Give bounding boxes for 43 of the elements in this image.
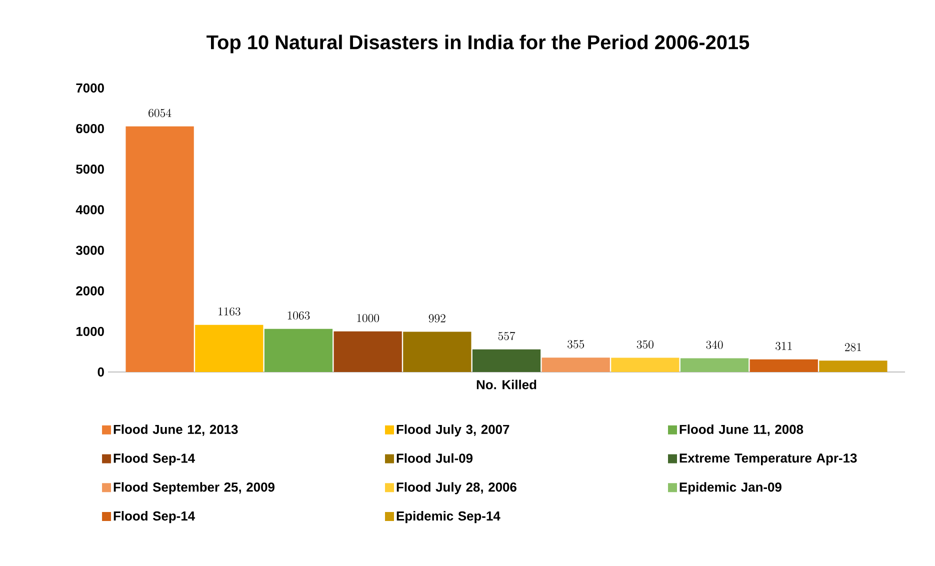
y-tick-label: 5000 xyxy=(76,164,104,174)
data-label: 1163 xyxy=(218,307,240,316)
legend-label: Flood Sep-14 xyxy=(114,511,195,524)
legend-label: Epidemic Jan-09 xyxy=(680,482,782,494)
data-label: 557 xyxy=(498,332,516,340)
data-label: 340 xyxy=(706,340,723,349)
y-tick-label: 7000 xyxy=(76,83,104,93)
legend-label: Flood Sep-14 xyxy=(114,453,195,466)
bar xyxy=(542,358,610,372)
data-label: 350 xyxy=(636,340,654,349)
bar xyxy=(264,328,333,372)
data-label: 6054 xyxy=(148,108,172,118)
y-tick-label: 1000 xyxy=(76,326,104,336)
legend-label: Flood September 25, 2009 xyxy=(114,482,274,494)
data-label: 311 xyxy=(776,342,792,350)
legend-label: Epidemic Sep-14 xyxy=(396,511,500,524)
data-label: 281 xyxy=(845,343,862,352)
legend-label: Flood Jul-09 xyxy=(396,453,473,463)
data-label: 992 xyxy=(428,314,446,322)
legend-label: Flood July 28, 2006 xyxy=(396,482,516,494)
data-label: 1000 xyxy=(357,314,380,322)
bar xyxy=(819,360,888,372)
bar xyxy=(472,349,541,372)
bar xyxy=(403,332,472,372)
x-tick-label: No. Killed xyxy=(476,380,536,390)
data-label: 355 xyxy=(568,340,584,348)
bar xyxy=(334,331,402,372)
y-tick-label: 2000 xyxy=(76,286,104,296)
bar xyxy=(680,358,749,372)
y-tick-label: 4000 xyxy=(76,205,104,214)
bar xyxy=(195,324,264,372)
data-label: 1063 xyxy=(288,311,310,320)
y-tick-label: 3000 xyxy=(76,246,104,255)
bar xyxy=(611,358,680,372)
y-tick-label: 6000 xyxy=(76,124,104,134)
chart-title: Top 10 Natural Disasters in India for the Period 2006-2015 xyxy=(206,34,750,54)
bar xyxy=(750,359,818,372)
legend-label: Flood July 3, 2007 xyxy=(396,424,510,437)
bar xyxy=(126,126,194,372)
y-tick-label: 0 xyxy=(98,367,104,377)
legend-label: Extreme Temperature Apr-13 xyxy=(680,453,857,466)
legend-label: Flood June 12, 2013 xyxy=(114,424,238,436)
legend-label: Flood June 11, 2008 xyxy=(680,424,804,436)
